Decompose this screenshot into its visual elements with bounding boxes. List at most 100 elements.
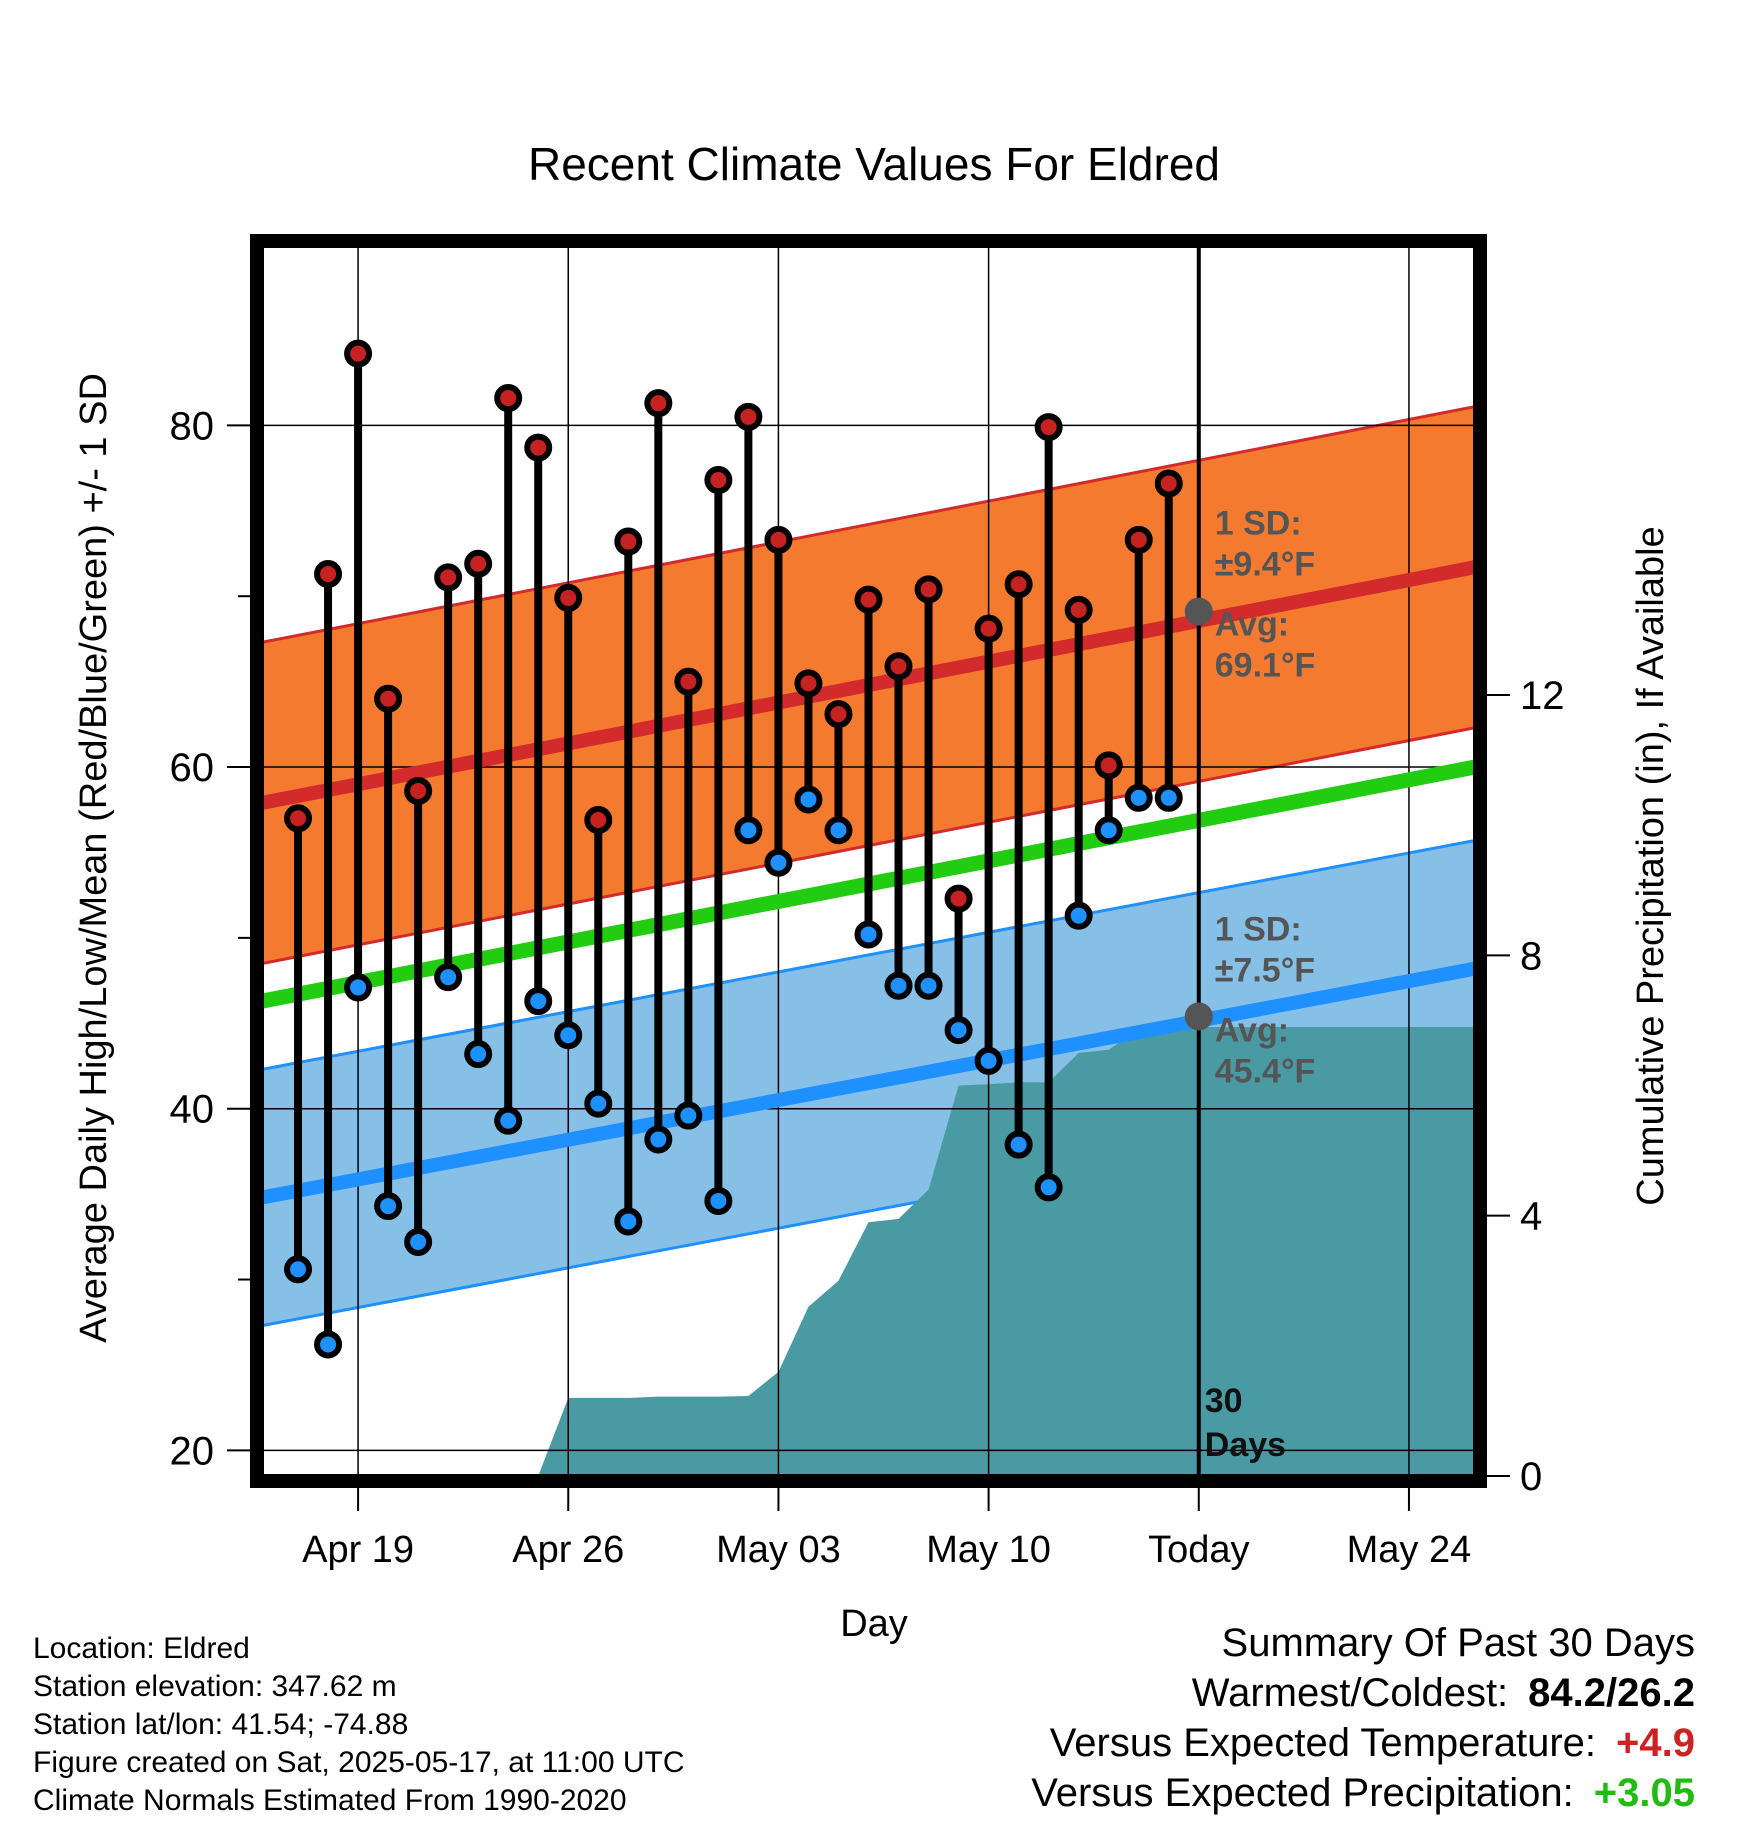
daily-low-point: [794, 785, 823, 814]
daily-low-point: [854, 920, 883, 949]
daily-high-point: [614, 527, 643, 556]
daily-low-point: [284, 1255, 313, 1284]
daily-low-point: [584, 1089, 613, 1118]
daily-high-point: [794, 669, 823, 698]
plot-frame: [250, 234, 1487, 1488]
y-tick-label: 40: [170, 1088, 215, 1132]
daily-low-point: [974, 1046, 1003, 1075]
daily-low-point: [944, 1016, 973, 1045]
created-text: Figure created on Sat, 2025-05-17, at 11…: [33, 1746, 685, 1779]
temp-label: Versus Expected Temperature:: [1049, 1721, 1597, 1765]
daily-high-point: [1064, 595, 1093, 624]
daily-low-point: [674, 1101, 703, 1130]
daily-high-point: [944, 884, 973, 913]
daily-low-point: [914, 971, 943, 1000]
daily-high-point: [1034, 413, 1063, 442]
x-tick-label: May 10: [926, 1529, 1051, 1571]
y-tick-label: 80: [170, 404, 215, 448]
daily-low-point: [494, 1106, 523, 1135]
x-tick-label: Apr 26: [512, 1529, 624, 1571]
summary-heading: Summary Of Past 30 Days: [1221, 1621, 1695, 1665]
daily-low-point: [1124, 783, 1153, 812]
low-band-upper-edge: [262, 839, 1475, 1071]
daily-high-point: [554, 583, 583, 612]
daily-low-point: [1064, 901, 1093, 930]
daily-low-point: [554, 1021, 583, 1050]
precip-label: Versus Expected Precipitation:: [1031, 1771, 1574, 1815]
x-tick-label: May 03: [716, 1529, 841, 1571]
daily-high-point: [314, 560, 343, 588]
daily-low-point: [734, 816, 763, 845]
daily-high-point: [524, 433, 553, 462]
x-tick-label: Apr 19: [302, 1529, 414, 1571]
daily-high-point: [914, 575, 943, 604]
daily-low-point: [704, 1186, 733, 1215]
station-info: Location: Eldred Station elevation: 347.…: [33, 1630, 685, 1820]
chart-title: Recent Climate Values For Eldred: [528, 138, 1220, 190]
low-normal-line: [262, 961, 1475, 1205]
y2-tick-label: 12: [1520, 674, 1565, 718]
daily-high-point: [374, 684, 403, 713]
daily-high-point: [284, 804, 313, 833]
daily-low-point: [1154, 783, 1183, 812]
location-text: Location: Eldred: [33, 1632, 250, 1665]
y2-tick-label: 8: [1520, 934, 1542, 978]
y-tick-label: 20: [170, 1429, 215, 1473]
y2-tick-label: 0: [1520, 1455, 1542, 1499]
y-axis-title: Average Daily High/Low/Mean (Red/Blue/Gr…: [73, 373, 115, 1343]
high-band-upper-edge: [262, 405, 1475, 644]
daily-low-point: [764, 848, 793, 877]
today-low-avg-marker: [1184, 1002, 1213, 1031]
normals-text: Climate Normals Estimated From 1990-2020: [33, 1784, 627, 1817]
daily-high-point: [1094, 751, 1123, 780]
daily-low-point: [884, 971, 913, 1000]
x-axis-title: Day: [840, 1603, 908, 1645]
daily-low-point: [404, 1227, 433, 1256]
daily-low-point: [434, 963, 463, 992]
daily-low-point: [824, 816, 853, 845]
precip-area: [538, 1026, 1475, 1476]
y2-tick-label: 4: [1520, 1195, 1542, 1239]
daily-high-point: [764, 525, 793, 554]
precip-anomaly-value: +3.05: [1593, 1771, 1695, 1815]
temp-anomaly-value: +4.9: [1616, 1721, 1695, 1765]
daily-low-point: [314, 1330, 343, 1359]
daily-high-point: [434, 563, 463, 592]
daily-low-point: [374, 1192, 403, 1221]
daily-high-point: [404, 776, 433, 805]
daily-low-point: [614, 1207, 643, 1236]
daily-low-point: [644, 1125, 673, 1154]
today-days-label: 30: [1205, 1382, 1243, 1420]
daily-high-point: [704, 466, 733, 495]
high-sd-value: ±9.4°F: [1215, 546, 1315, 584]
summary-temp: Versus Expected Temperature: +4.9: [1031, 1718, 1695, 1768]
daily-high-point: [674, 667, 703, 696]
daily-low-point: [1094, 816, 1123, 845]
daily-high-point: [494, 384, 523, 413]
high-avg-value: 69.1°F: [1215, 647, 1316, 685]
summary-panel: Summary Of Past 30 Days Warmest/Coldest:…: [1031, 1618, 1695, 1818]
daily-high-point: [734, 402, 763, 431]
daily-high-point: [884, 652, 913, 681]
daily-high-point: [344, 339, 373, 368]
daily-high-point: [1124, 525, 1153, 554]
x-tick-label: May 24: [1347, 1529, 1472, 1571]
summary-warm-cold: Warmest/Coldest: 84.2/26.2: [1031, 1668, 1695, 1718]
daily-high-point: [824, 700, 853, 729]
today-days-label: Days: [1205, 1426, 1286, 1464]
x-tick-label: Today: [1148, 1529, 1249, 1571]
low-avg-value: 45.4°F: [1215, 1052, 1316, 1090]
daily-low-point: [1034, 1173, 1063, 1202]
latlon-text: Station lat/lon: 41.54; -74.88: [33, 1708, 409, 1741]
warm-cold-label: Warmest/Coldest:: [1191, 1671, 1509, 1715]
daily-high-point: [854, 585, 883, 614]
low-sd-label: 1 SD:: [1215, 910, 1302, 948]
daily-high-point: [644, 389, 673, 418]
daily-high-point: [974, 614, 1003, 643]
y2-axis-title: Cumulative Precipitation (in), If Availa…: [1630, 526, 1672, 1205]
daily-low-point: [464, 1040, 493, 1069]
daily-high-point: [1004, 570, 1033, 599]
low-sd-value: ±7.5°F: [1215, 951, 1315, 989]
